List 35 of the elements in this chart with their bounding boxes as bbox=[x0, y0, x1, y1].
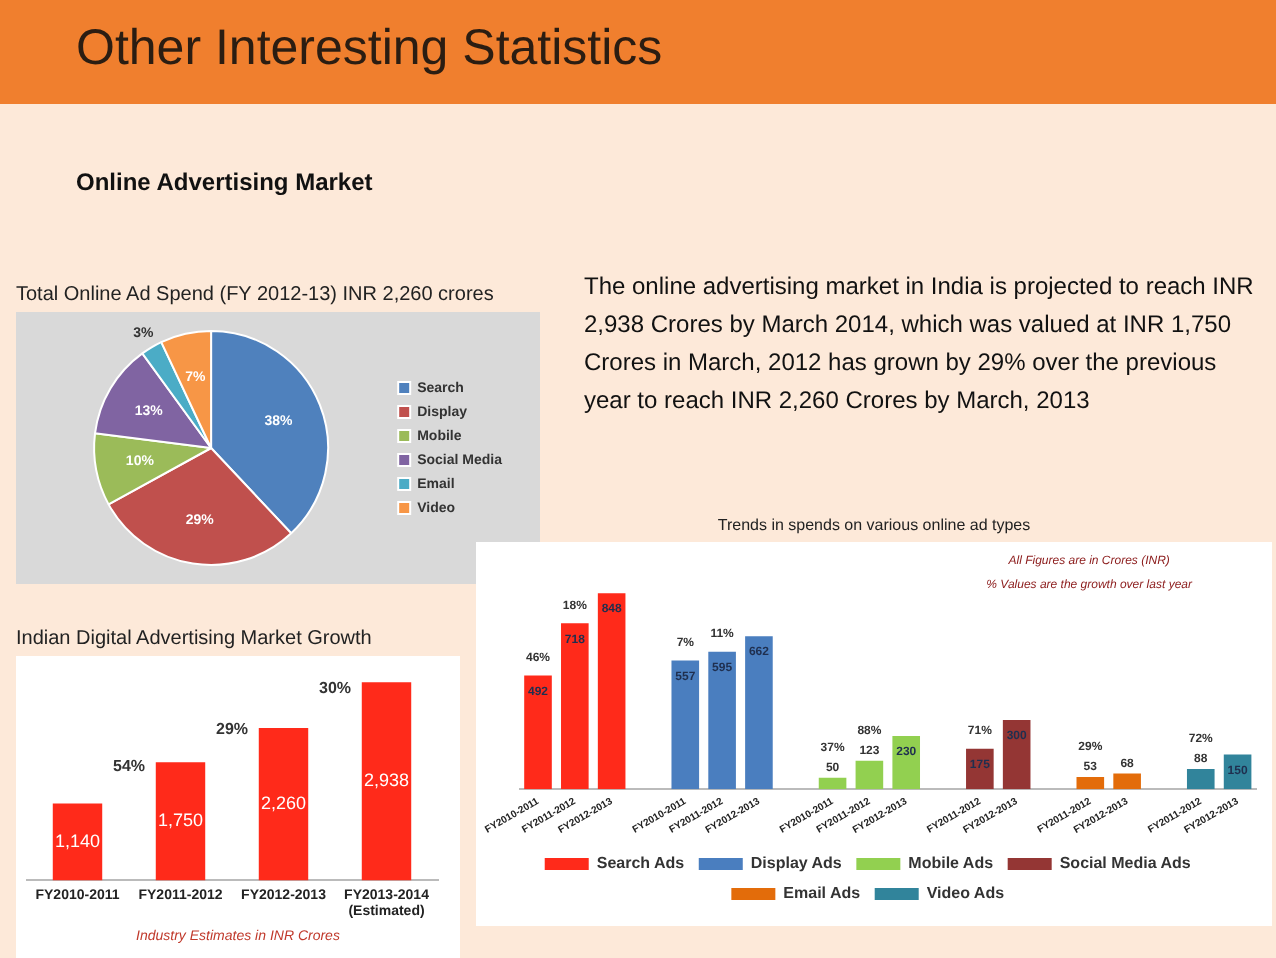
text: Other Interesting Statistics bbox=[76, 20, 663, 78]
legend-label: Display Ads bbox=[750, 854, 843, 873]
data-label: 2,938 bbox=[363, 770, 410, 791]
data-label: 1,750 bbox=[157, 810, 204, 831]
bar bbox=[671, 660, 700, 790]
chart-title: Trends in spends on various online ad types bbox=[715, 514, 1033, 538]
bar bbox=[258, 727, 309, 881]
bar bbox=[52, 803, 103, 881]
bar bbox=[1113, 773, 1141, 790]
legend-label: Mobile Ads bbox=[908, 854, 995, 873]
text: Online Advertising Market bbox=[76, 168, 373, 196]
annotation: 54% bbox=[112, 757, 146, 776]
chart-title: Indian Digital Advertising Market Growth bbox=[16, 626, 374, 654]
bar bbox=[892, 736, 921, 790]
annotation: 29% bbox=[215, 719, 249, 738]
legend-label: Video Ads bbox=[926, 884, 1006, 903]
legend-label: Social Media Ads bbox=[1059, 854, 1192, 873]
bar bbox=[155, 762, 206, 881]
legend-label: Email Ads bbox=[783, 884, 862, 903]
chart-title: Total Online Ad Spend (FY 2012-13) INR 2,260 crores bbox=[16, 282, 496, 310]
bar bbox=[524, 675, 552, 790]
data-label: 1,140 bbox=[54, 830, 101, 851]
bar bbox=[361, 682, 412, 881]
bar bbox=[1076, 777, 1105, 790]
annotation: 30% bbox=[318, 679, 352, 698]
bar bbox=[855, 760, 884, 790]
bar bbox=[561, 623, 589, 790]
data-label: 2,260 bbox=[260, 793, 307, 814]
legend-label: Search Ads bbox=[596, 854, 686, 873]
bar bbox=[818, 777, 847, 790]
bar bbox=[708, 651, 736, 790]
bar bbox=[1186, 768, 1215, 790]
text: The online advertising market in India is projected to reach INR 2,938 Crores by March 2014, which was valued at INR 1,750 Crores in March, 2012 has grown by 29% over the previous year to reach INR 2,260 Crores by March, 2013 bbox=[584, 270, 1254, 418]
bar bbox=[745, 636, 773, 790]
bar bbox=[597, 593, 626, 790]
